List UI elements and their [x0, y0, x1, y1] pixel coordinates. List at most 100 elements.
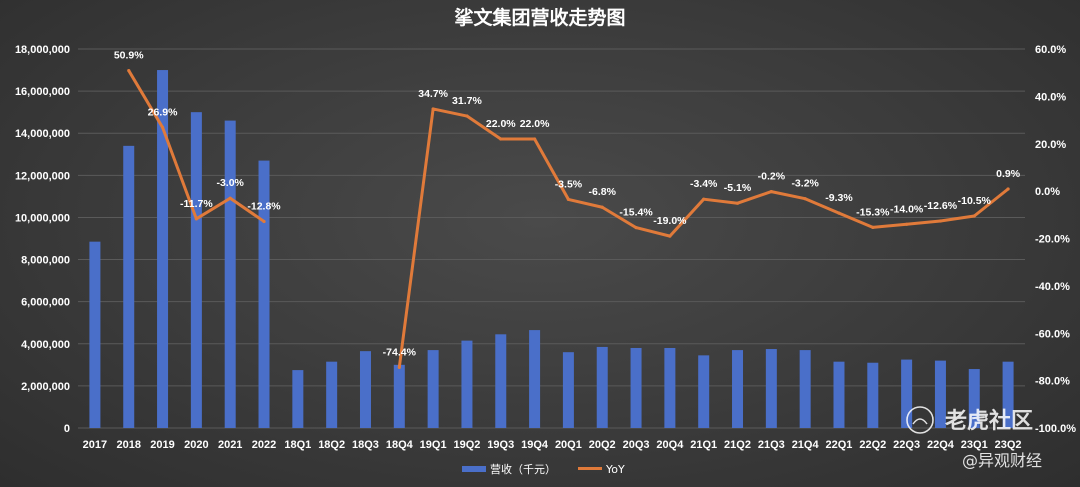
yoy-data-label: -12.6%	[924, 200, 958, 212]
bar	[1002, 361, 1014, 428]
left-axis-tick-label: 12,000,000	[15, 170, 70, 182]
yoy-data-label: -3.5%	[555, 178, 583, 190]
grid-lines	[78, 48, 1025, 429]
right-axis-tick-label: -40.0%	[1035, 281, 1070, 293]
left-axis-tick-label: 16,000,000	[15, 86, 70, 98]
x-axis-tick-label: 20Q1	[555, 439, 582, 451]
yoy-point	[634, 226, 638, 230]
yoy-data-label: 26.9%	[148, 106, 178, 118]
bar	[867, 362, 879, 428]
bar	[359, 351, 371, 428]
watermark: 老虎社区 @异观财经	[906, 406, 1042, 470]
bar	[934, 360, 946, 428]
x-axis-tick-label: 22Q3	[893, 439, 920, 451]
bar	[698, 355, 710, 428]
yoy-point	[566, 197, 571, 202]
bar	[765, 349, 777, 428]
bar	[89, 241, 101, 428]
bar	[326, 361, 338, 428]
yoy-line-segment	[397, 107, 1010, 368]
x-axis-tick-label: 18Q2	[318, 439, 345, 451]
watermark-logo-icon	[906, 406, 934, 434]
yoy-point	[194, 217, 198, 221]
x-axis-tick-label: 23Q1	[961, 439, 988, 451]
watermark-sub: @异观财经	[962, 451, 1042, 470]
yoy-data-label: -5.1%	[724, 182, 752, 194]
x-axis-tick-label: 18Q3	[352, 439, 379, 451]
yoy-point	[600, 205, 604, 209]
yoy-data-label: -74.4%	[383, 346, 417, 358]
bar	[529, 330, 541, 428]
legend-bar-swatch	[462, 466, 486, 472]
x-axis-tick-label: 2018	[116, 439, 140, 451]
yoy-point	[735, 201, 740, 205]
left-axis-tick-label: 8,000,000	[21, 255, 70, 267]
x-axis-tick-label: 19Q3	[487, 439, 514, 451]
x-axis-ticks: 2017 2018 2019 2020 2021 2022 18Q1 18Q2 18Q3 18Q4…	[83, 439, 1022, 451]
right-axis-tick-label: -80.0%	[1035, 376, 1070, 388]
x-axis-tick-label: 19Q1	[420, 439, 447, 451]
right-axis-tick-label: -20.0%	[1035, 234, 1070, 246]
bar	[799, 350, 811, 428]
x-axis-tick-label: 22Q2	[859, 439, 886, 451]
bar	[901, 359, 913, 428]
yoy-data-label: -12.8%	[247, 200, 281, 212]
right-axis-ticks: -100.0% -80.0% -60.0% -40.0% -20.0% 0.0% 20.0%…	[1035, 44, 1076, 435]
legend-line-label: YoY	[605, 463, 625, 476]
left-axis-tick-label: 4,000,000	[21, 339, 70, 351]
bar	[157, 70, 169, 429]
yoy-point	[228, 196, 232, 200]
x-axis-tick-label: 21Q4	[792, 439, 820, 451]
yoy-point	[803, 197, 807, 201]
bar-series	[89, 70, 1014, 429]
yoy-data-label: -15.4%	[619, 207, 653, 219]
left-axis-tick-label: 14,000,000	[15, 128, 70, 140]
bar	[495, 334, 507, 428]
yoy-data-label: -3.4%	[690, 178, 718, 190]
yoy-data-label: -14.0%	[890, 203, 924, 215]
right-axis-tick-label: 0.0%	[1035, 186, 1060, 198]
yoy-point	[499, 137, 503, 141]
watermark-main: 老虎社区	[944, 408, 1033, 434]
x-axis-tick-label: 20Q4	[656, 439, 684, 451]
yoy-point	[431, 107, 435, 111]
legend-bar-label: 营收（千元）	[490, 462, 556, 476]
bar	[968, 369, 980, 428]
x-axis-tick-label: 20Q3	[623, 439, 650, 451]
x-axis-tick-label: 2022	[252, 439, 276, 451]
yoy-point	[127, 68, 131, 73]
yoy-data-label: 50.9%	[114, 50, 144, 62]
yoy-data-label: 0.9%	[996, 168, 1021, 180]
yoy-data-label: -6.8%	[589, 186, 617, 198]
right-axis-tick-label: 60.0%	[1035, 44, 1066, 56]
x-axis-tick-label: 18Q1	[284, 439, 311, 451]
yoy-data-label: -11.7%	[180, 198, 213, 210]
legend: 营收（千元） YoY	[462, 462, 625, 476]
yoy-point	[397, 365, 401, 369]
x-axis-tick-label: 21Q3	[758, 439, 785, 451]
yoy-data-label: -0.2%	[758, 171, 786, 183]
yoy-point	[465, 114, 469, 118]
bar	[393, 364, 405, 428]
yoy-point	[871, 225, 875, 229]
legend-line-swatch	[578, 467, 602, 470]
bar	[562, 352, 574, 428]
left-axis-tick-label: 2,000,000	[21, 381, 70, 393]
x-axis-tick-label: 18Q4	[386, 439, 414, 451]
yoy-data-label: 34.7%	[418, 88, 448, 100]
x-axis-tick-label: 22Q4	[927, 439, 955, 451]
x-axis-tick-label: 20Q2	[589, 439, 616, 451]
yoy-point	[769, 189, 773, 194]
bar	[630, 347, 642, 428]
chart-title: 挲文集团营收走势图	[454, 6, 625, 29]
left-axis-ticks: 0 2,000,000 4,000,000 6,000,000 8,000,000 10,…	[15, 44, 70, 435]
bar	[461, 340, 473, 428]
right-axis-tick-label: 20.0%	[1035, 139, 1066, 151]
x-axis-tick-label: 21Q2	[724, 439, 751, 451]
left-axis-tick-label: 10,000,000	[15, 212, 70, 224]
x-axis-tick-label: 22Q1	[826, 439, 853, 451]
yoy-data-label: -15.3%	[856, 206, 890, 218]
left-axis-tick-label: 18,000,000	[15, 44, 70, 56]
yoy-data-label: 22.0%	[520, 118, 550, 130]
